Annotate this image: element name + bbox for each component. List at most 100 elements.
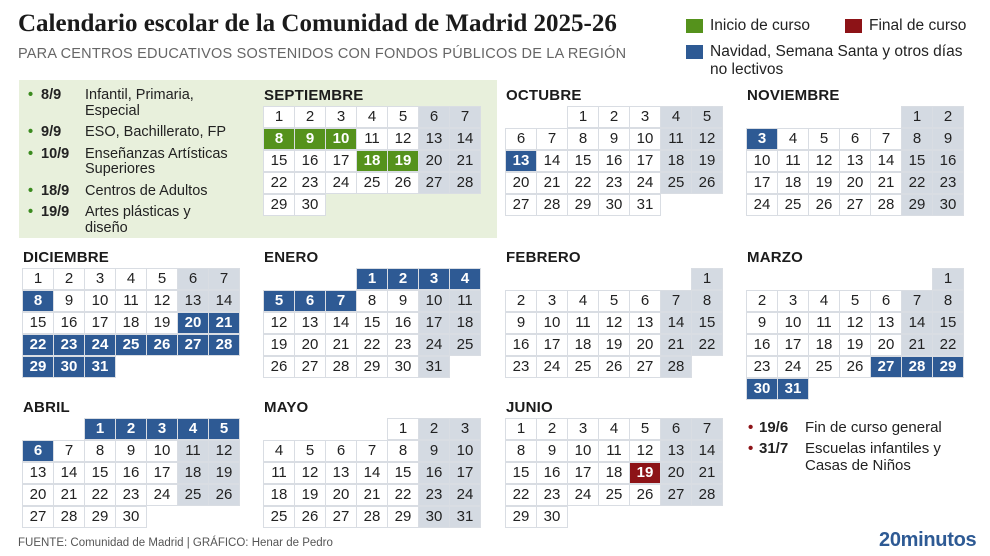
- day-cell: 10: [778, 313, 808, 333]
- day-cell: 6: [23, 441, 53, 461]
- day-cell: 21: [450, 151, 480, 171]
- day-cell: 2: [933, 107, 963, 127]
- legend-holiday: Navidad, Semana Santa y otros días no le…: [686, 43, 976, 79]
- day-cell: 17: [85, 313, 115, 333]
- day-cell: 15: [85, 463, 115, 483]
- day-cell: 8: [933, 291, 963, 311]
- day-cell: 26: [147, 335, 177, 355]
- day-cell: 30: [599, 195, 629, 215]
- day-cell: 26: [599, 357, 629, 377]
- day-cell: 16: [419, 463, 449, 483]
- day-cell: 24: [778, 357, 808, 377]
- day-cell: 27: [630, 357, 660, 377]
- legend-start-label: Inicio de curso: [710, 17, 810, 34]
- day-cell: 12: [692, 129, 722, 149]
- day-cell: 30: [747, 379, 777, 399]
- day-cell: 20: [630, 335, 660, 355]
- day-cell: 30: [295, 195, 325, 215]
- day-cell: 15: [692, 313, 722, 333]
- day-cell: 26: [809, 195, 839, 215]
- day-cell: 20: [295, 335, 325, 355]
- day-cell: 6: [661, 419, 691, 439]
- day-cell: 27: [178, 335, 208, 355]
- day-cell: 9: [747, 313, 777, 333]
- day-cell: 18: [809, 335, 839, 355]
- day-cell: 28: [209, 335, 239, 355]
- day-cell: 31: [419, 357, 449, 377]
- day-cell: 18: [450, 313, 480, 333]
- day-cell: 9: [116, 441, 146, 461]
- day-cell: 18: [568, 335, 598, 355]
- day-cell: 13: [419, 129, 449, 149]
- day-cell: 17: [537, 335, 567, 355]
- day-cell: 30: [116, 507, 146, 527]
- day-cell: 5: [630, 419, 660, 439]
- day-cell: 6: [326, 441, 356, 461]
- day-cell: 1: [85, 419, 115, 439]
- day-cell: 11: [264, 463, 294, 483]
- month-name: NOVIEMBRE: [747, 87, 840, 104]
- day-cell: 16: [933, 151, 963, 171]
- day-cell: 7: [902, 291, 932, 311]
- month-name: FEBRERO: [506, 249, 581, 266]
- day-cell: 21: [209, 313, 239, 333]
- day-cell: 7: [450, 107, 480, 127]
- day-cell: 3: [630, 107, 660, 127]
- day-cell: 30: [933, 195, 963, 215]
- day-cell: 12: [295, 463, 325, 483]
- day-cell: 24: [537, 357, 567, 377]
- start-dates-list: 8/9 Infantil, Primaria, Especial 9/9 ESO…: [27, 87, 235, 242]
- end-date: 19/6: [747, 419, 805, 436]
- day-cell: 28: [537, 195, 567, 215]
- legend-end: Final de curso: [845, 17, 966, 35]
- day-cell: 22: [23, 335, 53, 355]
- day-cell: 18: [264, 485, 294, 505]
- day-cell: 24: [85, 335, 115, 355]
- day-cell: 29: [568, 195, 598, 215]
- day-cell: 27: [23, 507, 53, 527]
- day-cell: 22: [692, 335, 722, 355]
- day-cell: 14: [692, 441, 722, 461]
- day-cell: 13: [661, 441, 691, 461]
- day-cell: 13: [23, 463, 53, 483]
- month-name: DICIEMBRE: [23, 249, 109, 266]
- day-cell: 5: [692, 107, 722, 127]
- day-cell: 9: [295, 129, 325, 149]
- day-cell: 17: [419, 313, 449, 333]
- day-cell: 8: [388, 441, 418, 461]
- day-cell: 11: [661, 129, 691, 149]
- day-cell: 4: [178, 419, 208, 439]
- day-cell: 10: [147, 441, 177, 461]
- day-cell: 13: [630, 313, 660, 333]
- day-cell: 23: [933, 173, 963, 193]
- day-cell: 22: [902, 173, 932, 193]
- day-cell: 1: [264, 107, 294, 127]
- day-cell: 5: [599, 291, 629, 311]
- day-cell: 2: [747, 291, 777, 311]
- day-cell: 10: [419, 291, 449, 311]
- day-cell: 14: [54, 463, 84, 483]
- day-cell: 29: [902, 195, 932, 215]
- day-cell: 6: [295, 291, 325, 311]
- day-cell: 2: [54, 269, 84, 289]
- day-cell: 13: [506, 151, 536, 171]
- start-label: Infantil, Primaria, Especial: [85, 87, 194, 119]
- day-cell: 21: [692, 463, 722, 483]
- day-cell: 21: [54, 485, 84, 505]
- day-cell: 30: [388, 357, 418, 377]
- day-cell: 13: [871, 313, 901, 333]
- day-cell: 15: [933, 313, 963, 333]
- day-cell: 16: [54, 313, 84, 333]
- day-cell: 26: [840, 357, 870, 377]
- day-cell: 17: [326, 151, 356, 171]
- day-cell: 19: [809, 173, 839, 193]
- day-cell: 9: [388, 291, 418, 311]
- day-cell: 4: [778, 129, 808, 149]
- day-cell: 23: [295, 173, 325, 193]
- day-cell: 11: [450, 291, 480, 311]
- day-cell: 4: [264, 441, 294, 461]
- day-cell: 28: [450, 173, 480, 193]
- day-cell: 20: [506, 173, 536, 193]
- day-cell: 4: [116, 269, 146, 289]
- day-cell: 28: [902, 357, 932, 377]
